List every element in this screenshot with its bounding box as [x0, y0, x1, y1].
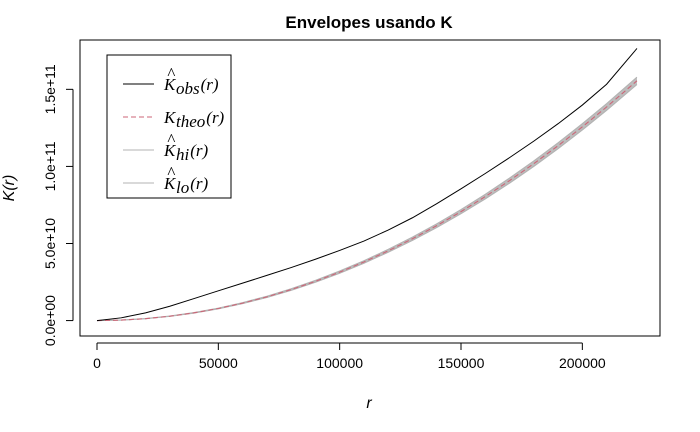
x-tick-label: 50000 [199, 355, 238, 371]
legend-arg-obs: (r) [201, 75, 219, 94]
legend-hat: ^ [167, 163, 176, 182]
legend-subscript-hi: hi [176, 145, 190, 164]
legend-subscript-obs: obs [176, 79, 200, 98]
legend-subscript-theo: theo [176, 112, 205, 131]
x-tick-label: 100000 [316, 355, 363, 371]
legend-label-hi: K [163, 141, 177, 160]
legend: K^obs (r)K theo (r)K^hi (r)K^lo (r) [106, 54, 232, 199]
legend-hat: ^ [167, 64, 176, 83]
x-axis-label: r [366, 395, 372, 412]
series-line-theo [96, 80, 638, 322]
x-tick-label: 150000 [438, 355, 485, 371]
x-tick-label: 0 [93, 355, 101, 371]
legend-arg-theo: (r) [206, 108, 224, 127]
y-axis: 0.0e+00 5.0e+10 1.0e+11 1.5e+11 [42, 64, 74, 346]
y-tick-label: 5.0e+10 [42, 218, 58, 269]
y-tick-label: 1.5e+11 [42, 64, 58, 114]
y-tick-label: 0.0e+00 [42, 295, 58, 346]
chart-title: Envelopes usando K [285, 13, 453, 32]
y-tick-label: 1.0e+11 [42, 141, 58, 191]
x-tick-label: 200000 [559, 355, 606, 371]
series-line-obs [96, 48, 638, 322]
legend-label-obs: K [163, 75, 177, 94]
legend-label-lo: K [163, 174, 177, 193]
x-axis: 0 50000 100000 150000 200000 [93, 342, 606, 371]
plot-box [79, 39, 661, 337]
legend-subscript-lo: lo [176, 178, 189, 197]
legend-box [106, 54, 232, 199]
legend-label-theo: K [163, 108, 177, 127]
legend-arg-lo: (r) [190, 174, 208, 193]
y-axis-label: K(r) [1, 175, 18, 202]
plot-area [96, 48, 638, 322]
legend-arg-hi: (r) [190, 141, 208, 160]
legend-hat: ^ [167, 130, 176, 149]
